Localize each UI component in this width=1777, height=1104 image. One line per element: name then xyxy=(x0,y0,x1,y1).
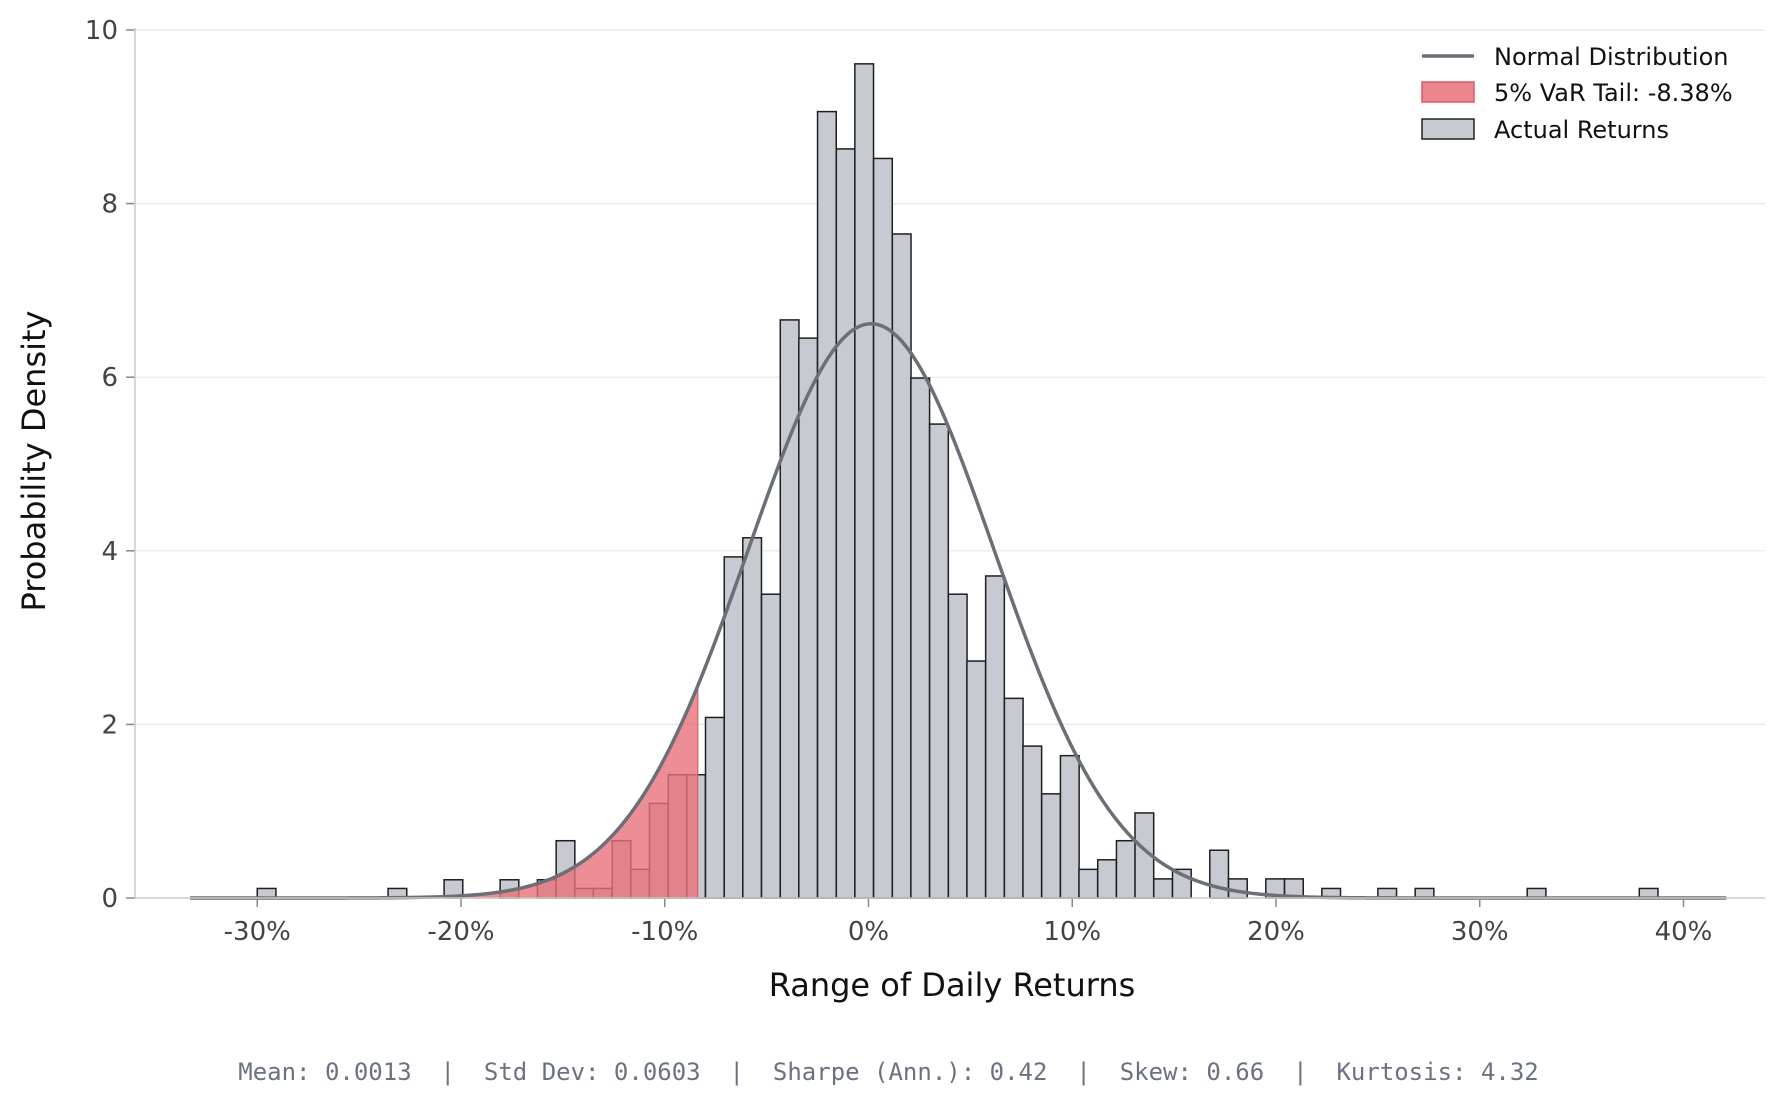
histogram-bar xyxy=(1003,697,1024,899)
axes xyxy=(126,28,1765,907)
histogram-bar xyxy=(854,63,875,899)
histogram-bar xyxy=(1153,878,1174,899)
legend: Normal Distribution 5% VaR Tail: -8.38% … xyxy=(1421,43,1733,144)
tick-labels: 0 2 4 6 8 10 -30% -20% -10% 0% 10% 20% 30% 40% xyxy=(85,16,1712,947)
histogram-bar xyxy=(872,157,894,899)
y-tick-label: 8 xyxy=(101,190,118,220)
histogram-bar xyxy=(928,423,950,899)
legend-var-swatch xyxy=(1421,81,1475,103)
y-tick-label: 10 xyxy=(85,16,118,46)
y-tick-label: 4 xyxy=(101,537,118,567)
legend-returns-swatch xyxy=(1421,118,1475,140)
y-tick-label: 0 xyxy=(101,884,118,914)
histogram-bar xyxy=(760,593,781,899)
stat-mean: Mean: 0.0013 xyxy=(238,1058,412,1086)
histogram-bar xyxy=(704,716,725,899)
histogram-bars xyxy=(256,63,1659,899)
legend-returns-label: Actual Returns xyxy=(1494,116,1669,144)
x-tick-label: -10% xyxy=(631,917,698,947)
x-tick-label: 40% xyxy=(1655,917,1713,947)
histogram-bar xyxy=(1115,839,1136,899)
histogram-bar xyxy=(984,575,1006,899)
histogram-bar xyxy=(1022,745,1043,899)
histogram-bar xyxy=(779,319,800,899)
var-tail-area xyxy=(190,685,699,899)
x-axis-title: Range of Daily Returns xyxy=(769,966,1136,1004)
grid-lines xyxy=(135,29,1765,726)
x-tick-label: 20% xyxy=(1247,917,1305,947)
stat-skew: Skew: 0.66 xyxy=(1119,1058,1265,1086)
y-axis-title: Probability Density xyxy=(15,311,53,612)
x-tick-label: 30% xyxy=(1451,917,1509,947)
x-tick-label: 10% xyxy=(1043,917,1101,947)
histogram-bar xyxy=(1040,793,1062,899)
stat-kurtosis: Kurtosis: 4.32 xyxy=(1336,1058,1539,1086)
histogram-bar xyxy=(835,148,856,899)
legend-normal-label: Normal Distribution xyxy=(1494,43,1728,71)
y-tick-label: 2 xyxy=(101,710,118,740)
stats-footer: Mean: 0.0013 | Std Dev: 0.0603 | Sharpe … xyxy=(238,1058,1539,1086)
histogram-bar xyxy=(1078,868,1099,899)
legend-var-label: 5% VaR Tail: -8.38% xyxy=(1494,79,1733,107)
stat-std-dev: Std Dev: 0.0603 xyxy=(483,1058,701,1086)
y-tick-label: 6 xyxy=(101,363,118,393)
histogram-bar xyxy=(1096,859,1118,899)
histogram-bar xyxy=(816,110,837,899)
histogram-bar xyxy=(1059,754,1080,899)
x-tick-label: -30% xyxy=(224,917,291,947)
histogram-bar xyxy=(966,660,987,899)
x-tick-label: -20% xyxy=(427,917,494,947)
histogram-bar xyxy=(742,537,763,899)
var-tail xyxy=(190,685,699,899)
stat-sharpe: Sharpe (Ann.): 0.42 xyxy=(772,1058,1048,1086)
x-tick-label: 0% xyxy=(848,917,889,947)
histogram-bar xyxy=(910,377,931,899)
histogram-bar xyxy=(947,593,968,899)
histogram-bar xyxy=(798,337,819,899)
